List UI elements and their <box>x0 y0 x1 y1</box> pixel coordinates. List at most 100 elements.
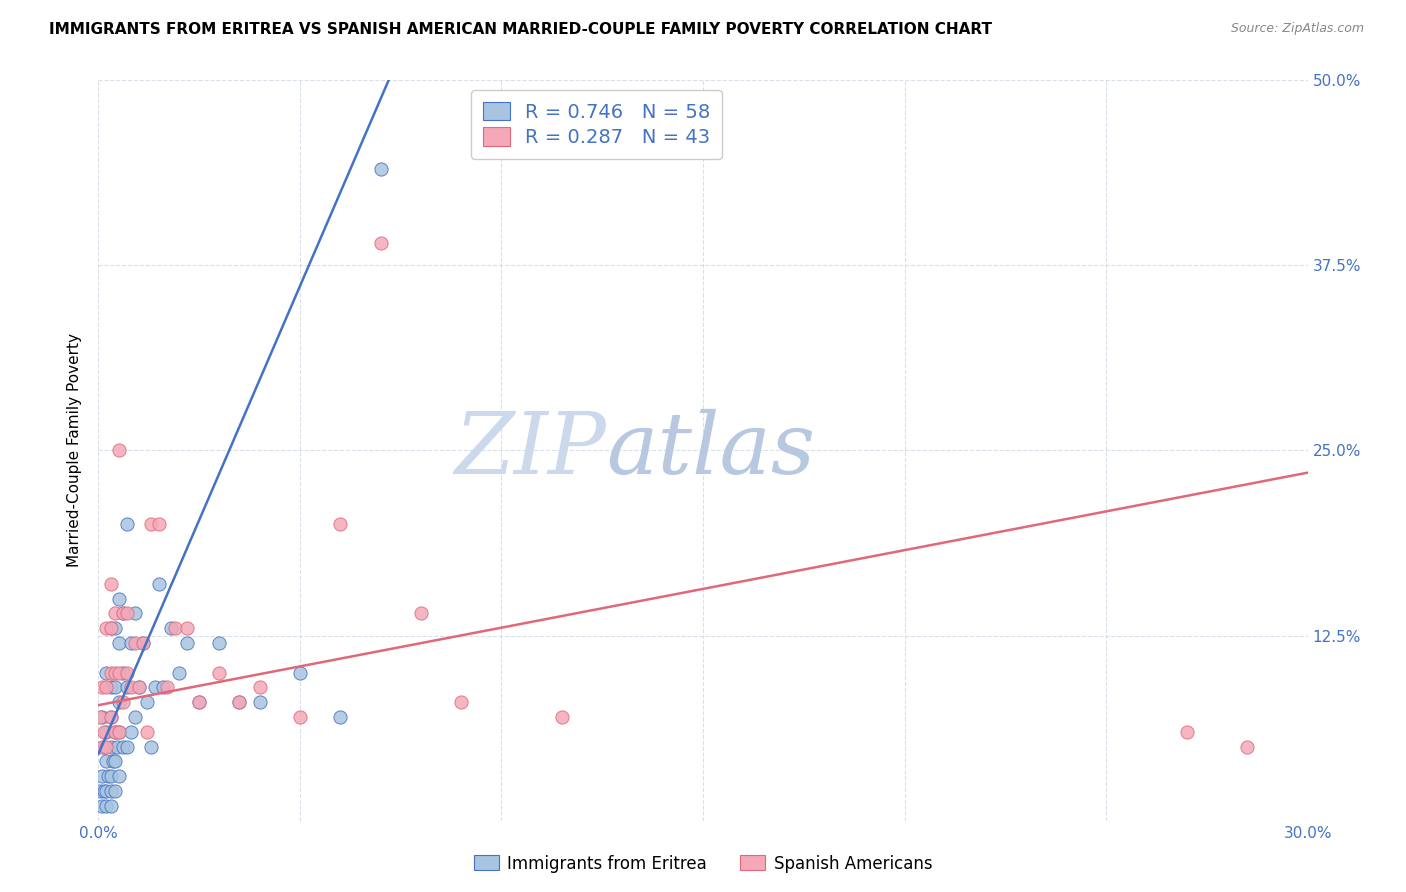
Point <box>139 517 162 532</box>
Point <box>115 607 138 621</box>
Point <box>228 695 250 709</box>
Point <box>143 681 166 695</box>
Point <box>160 621 183 635</box>
Point <box>96 621 118 635</box>
Point <box>89 784 111 798</box>
Point <box>249 681 271 695</box>
Point <box>100 710 122 724</box>
Point <box>132 636 155 650</box>
Point <box>208 665 231 680</box>
Point <box>188 695 211 709</box>
Point <box>91 739 114 754</box>
Point <box>101 755 124 769</box>
Point <box>167 665 190 680</box>
Point <box>105 739 128 754</box>
Point <box>249 695 271 709</box>
Point <box>128 681 150 695</box>
Point <box>100 665 122 680</box>
Point <box>100 621 122 635</box>
Point <box>135 724 157 739</box>
Legend: Immigrants from Eritrea, Spanish Americans: Immigrants from Eritrea, Spanish America… <box>467 848 939 880</box>
Point <box>111 607 134 621</box>
Text: Source: ZipAtlas.com: Source: ZipAtlas.com <box>1230 22 1364 36</box>
Text: IMMIGRANTS FROM ERITREA VS SPANISH AMERICAN MARRIED-COUPLE FAMILY POVERTY CORREL: IMMIGRANTS FROM ERITREA VS SPANISH AMERI… <box>49 22 993 37</box>
Point <box>111 695 134 709</box>
Point <box>103 681 125 695</box>
Point <box>107 665 129 680</box>
Point <box>176 621 198 635</box>
Point <box>103 607 125 621</box>
Point <box>156 681 179 695</box>
Legend: R = 0.746   N = 58, R = 0.287   N = 43: R = 0.746 N = 58, R = 0.287 N = 43 <box>471 90 723 159</box>
Point <box>100 798 122 813</box>
Point <box>135 695 157 709</box>
Point <box>120 636 142 650</box>
Point <box>124 636 146 650</box>
Point <box>91 710 114 724</box>
Point <box>96 755 118 769</box>
Point <box>100 769 122 783</box>
Point <box>124 607 146 621</box>
Point <box>107 636 129 650</box>
Point <box>96 681 118 695</box>
Point <box>96 798 118 813</box>
Point <box>97 769 120 783</box>
Point <box>288 665 311 680</box>
Point <box>208 636 231 650</box>
Point <box>103 724 125 739</box>
Point <box>128 681 150 695</box>
Point <box>551 710 574 724</box>
Point <box>107 591 129 606</box>
Point <box>91 681 114 695</box>
Point <box>111 607 134 621</box>
Point <box>107 695 129 709</box>
Point <box>96 784 118 798</box>
Point <box>115 681 138 695</box>
Point <box>1236 739 1258 754</box>
Point <box>107 443 129 458</box>
Point <box>91 769 114 783</box>
Point <box>107 724 129 739</box>
Point <box>329 517 352 532</box>
Point <box>103 755 125 769</box>
Point <box>107 769 129 783</box>
Point <box>93 724 115 739</box>
Point <box>132 636 155 650</box>
Point <box>100 576 122 591</box>
Point <box>111 665 134 680</box>
Point <box>111 739 134 754</box>
Point <box>163 621 186 635</box>
Point <box>139 739 162 754</box>
Y-axis label: Married-Couple Family Poverty: Married-Couple Family Poverty <box>67 334 83 567</box>
Point <box>120 681 142 695</box>
Point <box>115 665 138 680</box>
Point <box>96 724 118 739</box>
Point <box>176 636 198 650</box>
Point <box>370 236 392 251</box>
Point <box>100 710 122 724</box>
Point <box>124 710 146 724</box>
Text: ZIP: ZIP <box>454 409 606 491</box>
Point <box>96 739 118 754</box>
Point <box>100 784 122 798</box>
Point <box>103 784 125 798</box>
Point <box>228 695 250 709</box>
Point <box>409 607 432 621</box>
Point <box>89 710 111 724</box>
Point <box>103 724 125 739</box>
Point <box>96 665 118 680</box>
Point <box>107 724 129 739</box>
Point <box>329 710 352 724</box>
Point <box>93 784 115 798</box>
Point <box>120 724 142 739</box>
Text: atlas: atlas <box>606 409 815 491</box>
Point <box>93 739 115 754</box>
Point <box>100 621 122 635</box>
Point <box>148 517 170 532</box>
Point <box>103 621 125 635</box>
Point <box>91 798 114 813</box>
Point <box>152 681 174 695</box>
Point <box>115 739 138 754</box>
Point <box>100 681 122 695</box>
Point <box>450 695 472 709</box>
